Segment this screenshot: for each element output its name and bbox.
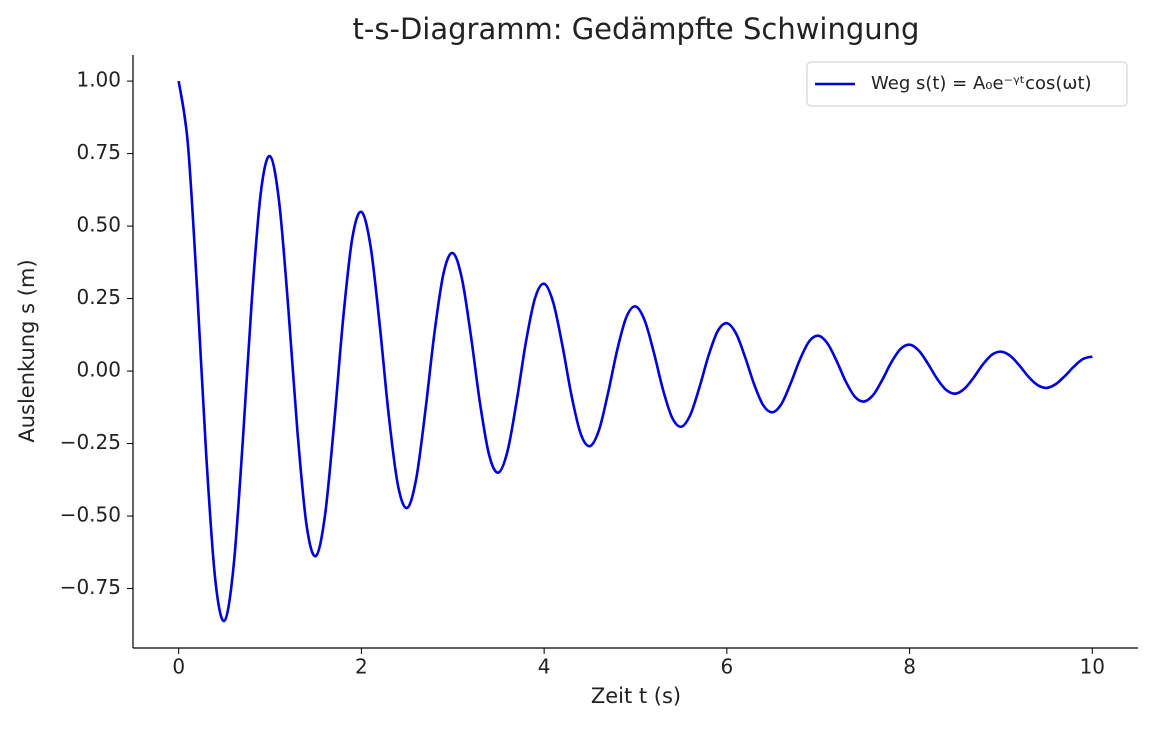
x-axis-label: Zeit t (s)	[591, 684, 681, 708]
data-line	[177, 80, 1093, 623]
chart-title: t-s-Diagramm: Gedämpfte Schwingung	[353, 12, 920, 46]
y-tick-label: 0.50	[76, 213, 121, 237]
x-tick-label: 8	[903, 655, 916, 679]
y-tick-label: 0.75	[76, 140, 121, 164]
x-tick-label: 4	[538, 655, 551, 679]
y-tick-label: −0.75	[60, 575, 121, 599]
y-tick-label: 0.00	[76, 358, 121, 382]
y-tick-label: 1.00	[76, 68, 121, 92]
x-tick-label: 2	[355, 655, 368, 679]
x-tick-label: 10	[1080, 655, 1105, 679]
y-tick-label: 0.25	[76, 285, 121, 309]
y-tick-label: −0.25	[60, 430, 121, 454]
legend-label: Weg s(t) = A₀e⁻ᵞᵗcos(ωt)	[871, 73, 1092, 94]
x-tick-label: 6	[720, 655, 733, 679]
y-axis-label: Auslenkung s (m)	[15, 259, 39, 442]
legend-box	[806, 61, 1128, 107]
x-tick-label: 0	[172, 655, 185, 679]
y-tick-label: −0.50	[60, 503, 121, 527]
